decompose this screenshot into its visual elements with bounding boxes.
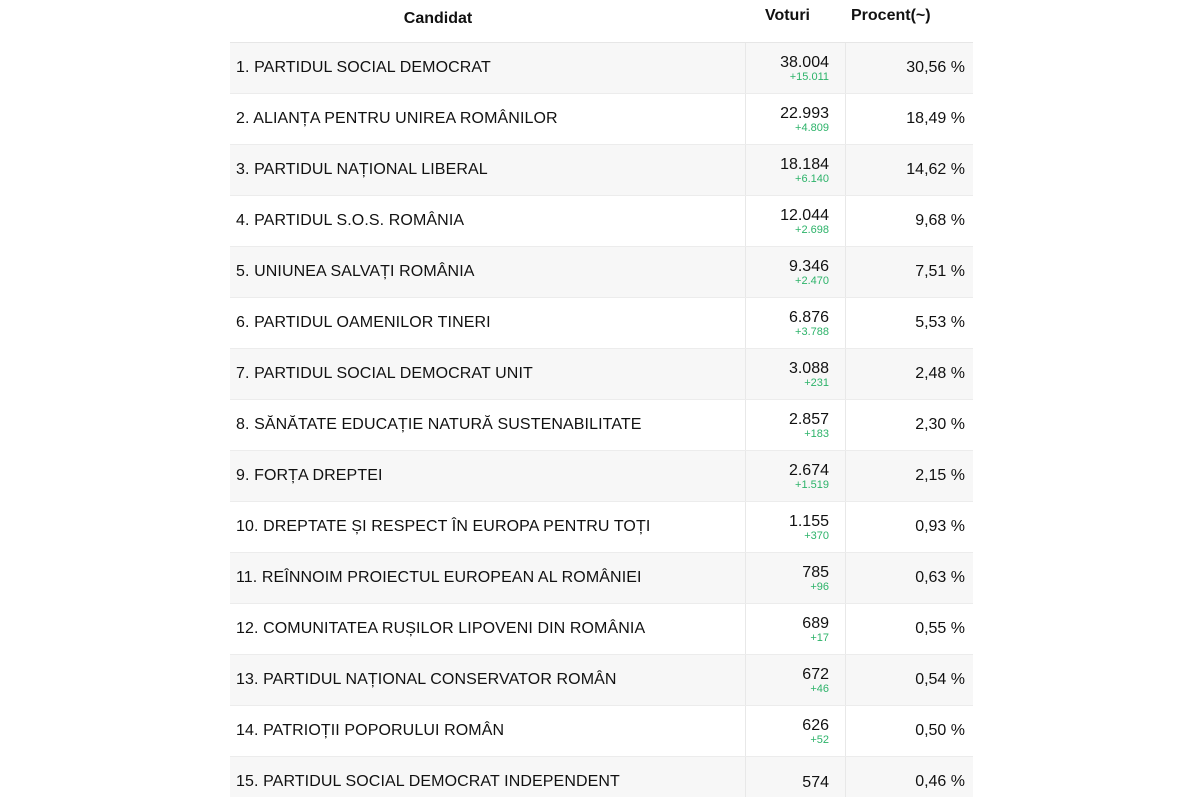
votes-cell: 2.857 +183	[746, 400, 846, 450]
candidate-name: 8. SĂNĂTATE EDUCAȚIE NATURĂ SUSTENABILIT…	[230, 400, 746, 450]
candidate-name: 11. REÎNNOIM PROIECTUL EUROPEAN AL ROMÂN…	[230, 553, 746, 603]
votes-count: 626	[802, 716, 829, 734]
votes-delta: +2.470	[795, 274, 829, 287]
percent-value: 18,49 %	[906, 110, 965, 127]
votes-count: 6.876	[788, 308, 829, 326]
percent-value: 7,51 %	[915, 263, 965, 280]
votes-count: 1.155	[788, 512, 829, 530]
percent-value: 30,56 %	[906, 59, 965, 76]
table-row: 13. PARTIDUL NAȚIONAL CONSERVATOR ROMÂN 6…	[230, 655, 973, 706]
table-row: 4. PARTIDUL S.O.S. ROMÂNIA 12.044 +2.698 9,…	[230, 196, 973, 247]
header-votes[interactable]: Voturi	[764, 7, 810, 24]
votes-delta: +4.809	[795, 121, 829, 134]
votes-cell: 6.876 +3.788	[746, 298, 846, 348]
candidate-name: 13. PARTIDUL NAȚIONAL CONSERVATOR ROMÂN	[230, 655, 746, 705]
candidate-name: 9. FORȚA DREPTEI	[230, 451, 746, 501]
percent-value: 2,15 %	[915, 467, 965, 484]
percent-value: 0,55 %	[915, 620, 965, 637]
votes-delta: +6.140	[795, 172, 829, 185]
votes-count: 3.088	[788, 359, 829, 377]
votes-count: 22.993	[780, 104, 829, 122]
table-row: 2. ALIANȚA PENTRU UNIREA ROMÂNILOR 22.993…	[230, 94, 973, 145]
votes-cell: 22.993 +4.809	[746, 94, 846, 144]
percent-value: 0,46 %	[915, 773, 965, 790]
votes-delta: +15.011	[789, 70, 829, 83]
votes-cell: 689 +17	[746, 604, 846, 654]
percent-value: 0,50 %	[915, 722, 965, 739]
table-row: 5. UNIUNEA SALVAȚI ROMÂNIA 9.346 +2.470 7,5…	[230, 247, 973, 298]
votes-delta: +17	[810, 631, 829, 644]
candidate-name: 3. PARTIDUL NAȚIONAL LIBERAL	[230, 145, 746, 195]
table-row: 14. PATRIOȚII POPORULUI ROMÂN 626 +52 0,50 …	[230, 706, 973, 757]
results-table: Candidat Voturi Procent(~) 1. PARTIDUL S…	[230, 0, 973, 797]
votes-count: 9.346	[788, 257, 829, 275]
candidate-name: 5. UNIUNEA SALVAȚI ROMÂNIA	[230, 247, 746, 297]
percent-value: 2,48 %	[915, 365, 965, 382]
percent-value: 0,93 %	[915, 518, 965, 535]
table-body: 1. PARTIDUL SOCIAL DEMOCRAT 38.004 +15.011…	[230, 43, 973, 797]
votes-cell: 18.184 +6.140	[746, 145, 846, 195]
votes-count: 785	[802, 563, 829, 581]
votes-cell: 9.346 +2.470	[746, 247, 846, 297]
header-percent[interactable]: Procent(~)	[851, 7, 931, 24]
percent-value: 14,62 %	[906, 161, 965, 178]
table-header: Candidat Voturi Procent(~)	[230, 0, 973, 43]
votes-count: 574	[802, 773, 829, 791]
votes-delta: +2.698	[795, 223, 829, 236]
votes-delta: +52	[810, 733, 829, 746]
candidate-name: 4. PARTIDUL S.O.S. ROMÂNIA	[230, 196, 746, 246]
votes-count: 2.857	[788, 410, 829, 428]
table-row: 9. FORȚA DREPTEI 2.674 +1.519 2,15 %	[230, 451, 973, 502]
table-row: 10. DREPTATE ȘI RESPECT ÎN EUROPA PENTRU…	[230, 502, 973, 553]
table-row: 1. PARTIDUL SOCIAL DEMOCRAT 38.004 +15.011…	[230, 43, 973, 94]
votes-count: 12.044	[780, 206, 829, 224]
candidate-name: 1. PARTIDUL SOCIAL DEMOCRAT	[230, 43, 746, 93]
percent-value: 9,68 %	[915, 212, 965, 229]
percent-value: 2,30 %	[915, 416, 965, 433]
votes-count: 18.184	[780, 155, 829, 173]
header-candidate[interactable]: Candidat	[403, 10, 473, 27]
votes-cell: 38.004 +15.011	[746, 43, 846, 93]
candidate-name: 12. COMUNITATEA RUȘILOR LIPOVENI DIN ROM…	[230, 604, 746, 654]
votes-count: 38.004	[780, 53, 829, 71]
votes-cell: 1.155 +370	[746, 502, 846, 552]
table-row: 6. PARTIDUL OAMENILOR TINERI 6.876 +3.788 5…	[230, 298, 973, 349]
votes-cell: 12.044 +2.698	[746, 196, 846, 246]
percent-value: 5,53 %	[915, 314, 965, 331]
candidate-name: 2. ALIANȚA PENTRU UNIREA ROMÂNILOR	[230, 94, 746, 144]
candidate-name: 15. PARTIDUL SOCIAL DEMOCRAT INDEPENDENT	[230, 757, 746, 797]
votes-cell: 3.088 +231	[746, 349, 846, 399]
table-row: 11. REÎNNOIM PROIECTUL EUROPEAN AL ROMÂN…	[230, 553, 973, 604]
candidate-name: 7. PARTIDUL SOCIAL DEMOCRAT UNIT	[230, 349, 746, 399]
votes-cell: 626 +52	[746, 706, 846, 756]
percent-value: 0,54 %	[915, 671, 965, 688]
votes-delta: +3.788	[795, 325, 829, 338]
percent-value: 0,63 %	[915, 569, 965, 586]
candidate-name: 6. PARTIDUL OAMENILOR TINERI	[230, 298, 746, 348]
table-row: 15. PARTIDUL SOCIAL DEMOCRAT INDEPENDENT…	[230, 757, 973, 797]
votes-cell: 672 +46	[746, 655, 846, 705]
votes-cell: 785 +96	[746, 553, 846, 603]
table-row: 12. COMUNITATEA RUȘILOR LIPOVENI DIN ROM…	[230, 604, 973, 655]
votes-cell: 2.674 +1.519	[746, 451, 846, 501]
votes-count: 672	[802, 665, 829, 683]
table-row: 3. PARTIDUL NAȚIONAL LIBERAL 18.184 +6.140…	[230, 145, 973, 196]
candidate-name: 14. PATRIOȚII POPORULUI ROMÂN	[230, 706, 746, 756]
candidate-name: 10. DREPTATE ȘI RESPECT ÎN EUROPA PENTRU…	[230, 502, 746, 552]
votes-cell: 574	[746, 757, 846, 797]
table-row: 7. PARTIDUL SOCIAL DEMOCRAT UNIT 3.088 +23…	[230, 349, 973, 400]
votes-delta: +231	[804, 376, 829, 389]
votes-delta: +46	[810, 682, 829, 695]
votes-delta: +96	[810, 580, 829, 593]
votes-count: 689	[802, 614, 829, 632]
votes-delta: +370	[804, 529, 829, 542]
votes-delta: +183	[804, 427, 829, 440]
table-row: 8. SĂNĂTATE EDUCAȚIE NATURĂ SUSTENABILIT…	[230, 400, 973, 451]
votes-count: 2.674	[788, 461, 829, 479]
votes-delta: +1.519	[795, 478, 829, 491]
